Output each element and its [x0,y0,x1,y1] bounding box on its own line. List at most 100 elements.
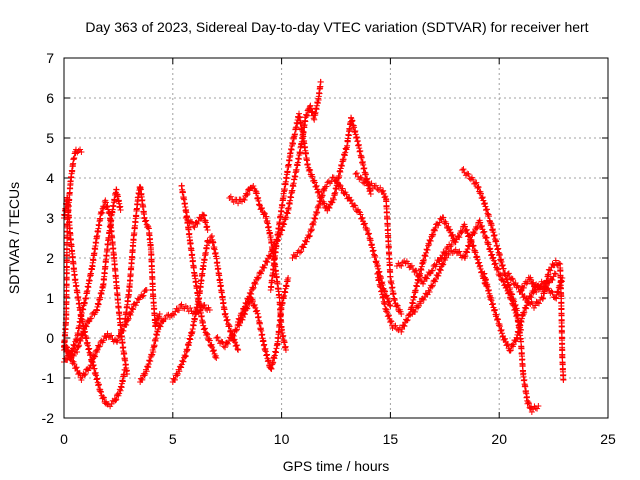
data-point [473,253,480,260]
data-point [162,315,169,322]
data-point [143,217,150,224]
data-point [78,335,85,342]
series-trace-16 [352,170,405,317]
data-point [259,205,266,212]
data-point [307,167,314,174]
data-point [274,237,281,244]
data-point [87,364,94,371]
y-tick-label: 3 [46,210,54,226]
data-point [222,344,229,351]
data-point [507,347,514,354]
data-point [88,358,95,365]
series-trace-6 [121,183,163,330]
data-point [112,397,119,404]
data-point [102,199,109,206]
data-point [117,333,124,340]
data-point [96,343,103,350]
data-point [367,191,374,197]
data-point [137,375,144,382]
data-point [85,318,92,325]
data-point [142,218,149,225]
data-point [80,328,87,335]
data-point [489,301,496,308]
data-point [233,326,240,333]
x-axis-label: GPS time / hours [283,458,390,474]
data-point [228,327,235,334]
x-tick-label: 15 [383,431,399,447]
series-trace-22 [504,257,567,383]
data-point [241,306,248,313]
data-point [252,280,259,287]
data-point [73,337,80,344]
data-point [182,353,189,360]
data-point [483,206,490,213]
data-point [326,205,333,211]
data-point [72,365,79,372]
data-point [139,376,146,383]
x-tick-label: 20 [491,431,507,447]
data-point [81,372,88,379]
data-point [113,396,120,403]
data-point [88,315,95,322]
data-point [305,167,312,174]
data-point [99,209,106,216]
data-point [206,307,213,313]
data-point [258,267,265,274]
y-tick-label: 2 [46,250,54,266]
data-point [139,293,146,300]
data-point [235,315,242,322]
data-point [380,187,387,194]
data-point [207,234,214,241]
chart-title: Day 363 of 2023, Sidereal Day-to-day VTE… [85,19,588,35]
data-point [187,305,194,312]
data-point [179,357,186,364]
data-point [140,292,147,299]
data-point [75,147,82,154]
series-trace-13 [235,78,324,325]
data-point [246,289,253,296]
data-point [204,331,211,338]
data-point [233,342,240,349]
data-point [82,371,89,378]
data-point [124,371,131,377]
data-point [248,290,255,297]
data-point [234,346,241,353]
data-point [222,310,229,317]
data-point [321,200,328,207]
data-point [315,188,322,195]
data-point [146,357,153,364]
data-point [353,170,360,177]
series-trace-10 [182,211,211,233]
data-point [317,79,324,85]
data-point [227,193,234,200]
data-point [71,361,78,368]
data-point [123,322,130,329]
data-point [156,311,163,317]
data-point [191,224,198,231]
data-series [61,78,567,415]
data-point [428,283,435,290]
data-point [249,298,256,305]
y-tick-label: 4 [46,170,54,186]
data-point [254,275,261,282]
y-tick-label: -2 [42,410,55,426]
data-point [184,214,191,221]
data-point [61,338,68,345]
data-point [97,209,104,216]
data-point [325,204,332,211]
data-point [236,316,243,323]
data-point [90,352,97,359]
data-point [147,358,154,365]
data-point [224,340,231,347]
data-point [296,249,303,256]
data-point [107,333,114,340]
y-tick-label: 7 [46,50,54,66]
data-point [176,368,183,375]
y-tick-labels: -2 -1 0 1 2 3 4 5 6 7 [42,50,55,426]
data-point [460,166,467,173]
data-point [264,259,271,266]
data-point [285,275,292,281]
data-point [204,227,211,233]
grid [64,58,608,418]
data-point [187,218,194,225]
